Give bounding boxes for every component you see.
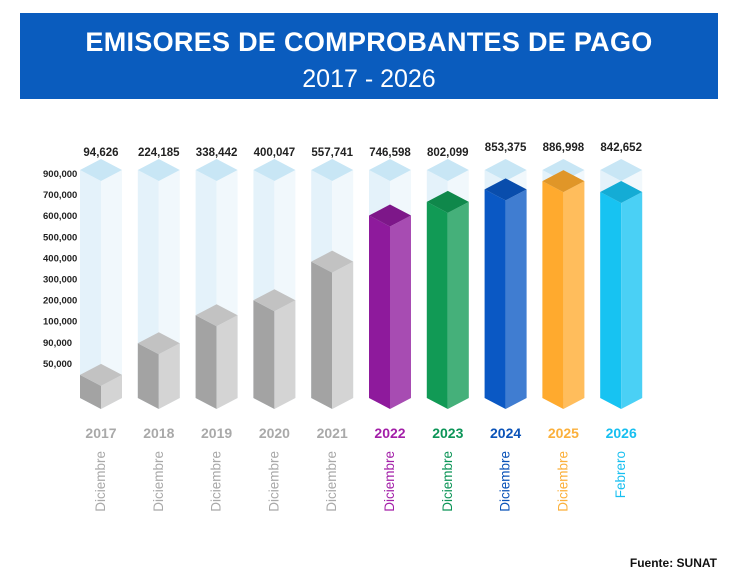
bar-slot-top-face xyxy=(542,159,585,181)
value-label-2024: 853,375 xyxy=(485,142,527,154)
bar-2017-top-face xyxy=(80,363,122,386)
bar-2026-left-face xyxy=(600,192,622,409)
year-label-2022: 2022 xyxy=(374,425,405,441)
value-label-2026: 842,652 xyxy=(600,142,642,154)
bar-2023-right-face xyxy=(447,201,469,409)
bar-2024-right-face xyxy=(505,189,527,409)
bar-2024-left-face xyxy=(484,189,506,409)
bar-2022-left-face xyxy=(369,215,390,409)
chart-subtitle: 2017 - 2026 xyxy=(302,65,436,93)
bar-2020-top-face xyxy=(253,289,296,312)
bar-2023-top-face xyxy=(426,190,469,213)
y-tick-label: 600,000 xyxy=(43,211,77,222)
bar-2022-right-face xyxy=(390,215,411,409)
bar-2018-right-face xyxy=(158,343,180,409)
value-label-2020: 400,047 xyxy=(254,147,296,159)
bar-2019-right-face xyxy=(216,315,238,409)
year-label-2017: 2017 xyxy=(85,425,116,441)
y-tick-label: 100,000 xyxy=(43,317,77,328)
month-label-2025: Diciembre xyxy=(555,451,570,512)
month-label-2017: Diciembre xyxy=(93,451,108,512)
bar-slot-top-face xyxy=(426,159,469,181)
bar-2025-top-face xyxy=(542,170,585,193)
bar-2026-right-face xyxy=(621,192,643,409)
y-tick-label: 50,000 xyxy=(43,359,72,370)
bar-2021-left-face xyxy=(311,261,333,409)
year-label-2026: 2026 xyxy=(606,425,637,441)
bar-2017-left-face xyxy=(80,374,101,409)
year-label-2019: 2019 xyxy=(201,425,232,441)
bar-2020-right-face xyxy=(274,300,296,409)
month-label-2021: Diciembre xyxy=(324,451,339,512)
bar-2020-left-face xyxy=(253,300,275,409)
y-tick-label: 200,000 xyxy=(43,296,77,307)
value-label-2023: 802,099 xyxy=(427,147,469,159)
chart-title: EMISORES DE COMPROBANTES DE PAGO xyxy=(85,27,653,57)
bar-slot-left-face xyxy=(80,170,101,409)
year-label-2023: 2023 xyxy=(432,425,463,441)
month-label-2026: Febrero xyxy=(613,451,628,498)
bar-slot-top-face xyxy=(369,159,411,181)
month-label-2024: Diciembre xyxy=(498,451,513,512)
value-label-2017: 94,626 xyxy=(83,147,118,159)
bar-2019-left-face xyxy=(195,315,217,409)
bar-slot-top-face xyxy=(253,159,296,181)
year-label-2018: 2018 xyxy=(143,425,174,441)
year-label-2024: 2024 xyxy=(490,425,521,441)
bar-slot-top-face xyxy=(600,159,643,181)
month-label-2022: Diciembre xyxy=(382,451,397,512)
bar-slot-top-face xyxy=(137,159,180,181)
bar-2022-top-face xyxy=(369,204,411,227)
y-tick-label: 500,000 xyxy=(43,232,77,243)
y-tick-label: 700,000 xyxy=(43,190,77,201)
year-label-2025: 2025 xyxy=(548,425,579,441)
y-tick-label: 400,000 xyxy=(43,253,77,264)
month-label-2023: Diciembre xyxy=(440,451,455,512)
bar-slot-top-face xyxy=(311,159,354,181)
bar-2025-left-face xyxy=(542,181,564,409)
bar-2018-left-face xyxy=(137,343,159,409)
month-label-2018: Diciembre xyxy=(151,451,166,512)
title-banner: EMISORES DE COMPROBANTES DE PAGO 2017 - … xyxy=(20,13,718,99)
year-label-2020: 2020 xyxy=(259,425,290,441)
bar-2023-left-face xyxy=(426,201,448,409)
bar-slot-right-face xyxy=(101,170,122,409)
bar-2024-top-face xyxy=(484,178,527,201)
value-label-2019: 338,442 xyxy=(196,147,238,159)
value-label-2025: 886,998 xyxy=(543,142,585,154)
month-label-2020: Diciembre xyxy=(266,451,281,512)
source-note: Fuente: SUNAT xyxy=(629,556,717,570)
bar-2021-top-face xyxy=(311,250,354,273)
bar-2021-right-face xyxy=(332,261,354,409)
bar-2025-right-face xyxy=(563,181,585,409)
bar-slot-top-face xyxy=(195,159,238,181)
bar-2019-top-face xyxy=(195,304,238,327)
bar-slot-top-face xyxy=(484,159,527,181)
bar-slot-top-face xyxy=(80,159,122,181)
bar-2026-top-face xyxy=(600,181,643,204)
y-tick-label: 300,000 xyxy=(43,275,77,286)
value-label-2021: 557,741 xyxy=(311,147,353,159)
value-label-2022: 746,598 xyxy=(369,147,411,159)
value-label-2018: 224,185 xyxy=(138,147,180,159)
y-tick-label: 900,000 xyxy=(43,169,77,180)
year-label-2021: 2021 xyxy=(317,425,348,441)
bar-2017-right-face xyxy=(101,374,122,409)
month-label-2019: Diciembre xyxy=(209,451,224,512)
bar-2018-top-face xyxy=(137,332,180,355)
y-tick-label: 90,000 xyxy=(43,338,72,349)
